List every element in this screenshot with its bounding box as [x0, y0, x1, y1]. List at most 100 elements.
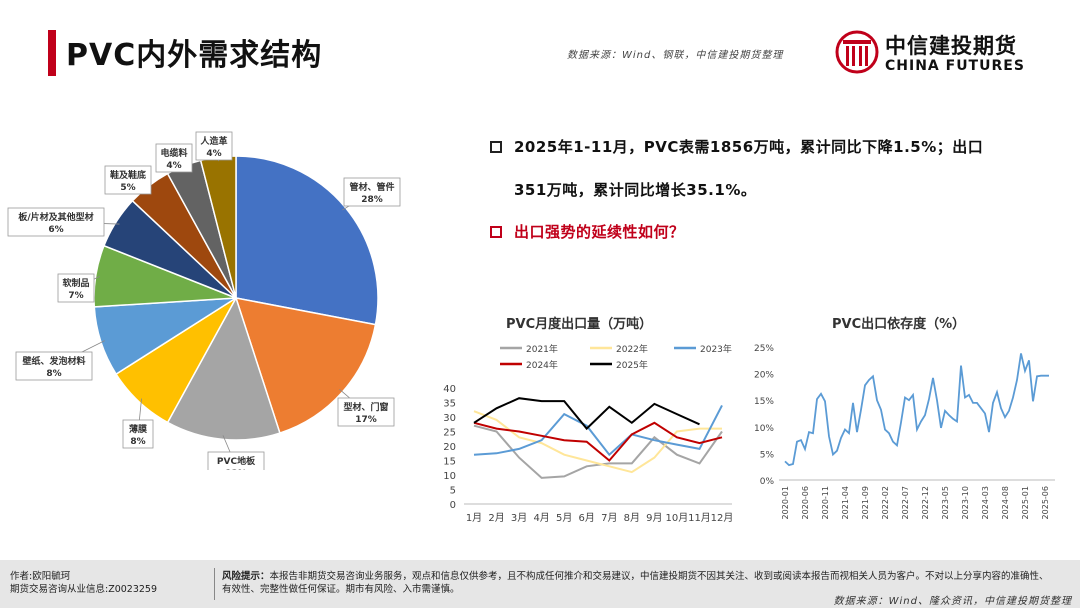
pie-label-name: 管材、管件: [349, 181, 394, 193]
pie-label-box: [122, 419, 154, 449]
x-tick-label: 2021-04: [841, 486, 850, 519]
x-tick-label: 11月: [688, 512, 711, 524]
series-line: [473, 421, 723, 462]
x-tick-label: 2022-02: [881, 486, 890, 519]
bullet-demand-export: 2025年1-11月，PVC表需1856万吨，累计同比下降1.5%；出口: [490, 136, 983, 157]
pie-label-name: 薄膜: [129, 423, 148, 435]
pie-label-name: 鞋及鞋底: [110, 169, 146, 181]
y-tick-label: 25%: [754, 344, 774, 354]
pie-label-value: 7%: [68, 291, 83, 301]
x-tick-label: 2020-06: [801, 486, 810, 519]
footer-divider: [214, 568, 215, 600]
series-line: [473, 410, 722, 474]
y-tick-label: 15%: [754, 397, 774, 407]
y-tick-label: 30: [443, 413, 456, 424]
x-tick-label: 2020-11: [821, 486, 830, 519]
x-tick-label: 2023-10: [961, 486, 970, 519]
series-line: [784, 353, 1049, 467]
x-tick-label: 6月: [579, 512, 595, 524]
x-tick-label: 2025-06: [1041, 486, 1050, 519]
x-tick-label: 2024-03: [981, 486, 990, 519]
pie-label-box: [7, 207, 105, 237]
author-name: 作者:欧阳毓珂: [10, 571, 71, 582]
company-logo: 中信建投期货 CHINA FUTURES: [835, 28, 1035, 80]
legend-label: 2023年: [700, 343, 732, 355]
x-tick-label: 3月: [511, 512, 527, 524]
source-note-top: 数据来源：Wind、钢联，中信建投期货整理: [567, 50, 784, 61]
risk-label: 风险提示：: [222, 571, 270, 582]
series-line: [473, 397, 700, 431]
y-tick-label: 20%: [754, 371, 774, 381]
pie-slice: [166, 296, 281, 441]
x-tick-label: 7月: [601, 512, 617, 524]
y-tick-label: 40: [443, 384, 456, 395]
export-dependency-chart-title: PVC出口依存度（%）: [832, 317, 966, 332]
export-volume-chart-title: PVC月度出口量（万吨）: [506, 317, 653, 332]
demand-structure-pie-chart: 管材、管件 28% 型材、门窗 17% PVC地板 13% 薄膜 8% 壁纸、发泡材料 8% 软制品…: [7, 131, 401, 470]
x-tick-label: 2021-09: [861, 486, 870, 519]
export-dependency-line-chart: 0% 5% 10% 15% 20% 25% 2020-01 2020-06 2020-11 202…: [754, 344, 1055, 519]
pie-label-name: 板/片材及其他型材: [18, 211, 93, 223]
pie-label-box: [207, 451, 265, 470]
x-tick-label: 9月: [646, 512, 662, 524]
legend-label: 2025年: [616, 359, 648, 371]
pie-label-name: 型材、门窗: [343, 401, 388, 413]
bullet-question: 出口强势的延续性如何？: [490, 221, 685, 242]
pie-label-value: 17%: [355, 415, 377, 425]
bullet-demand-export-cont: 351万吨，累计同比增长35.1%。: [514, 179, 756, 200]
pie-label-box: [104, 165, 152, 195]
series-line: [473, 424, 723, 479]
pie-label-value: 28%: [361, 195, 383, 205]
x-tick-label: 5月: [556, 512, 572, 524]
pie-label-box: [57, 273, 95, 303]
logo-name-en: CHINA FUTURES: [885, 58, 1025, 74]
risk-text: 本报告非期货交易咨询业务服务，观点和信息仅供参考，且不构成任何推介和交易建议，中…: [222, 571, 1049, 595]
y-tick-label: 35: [443, 399, 456, 410]
pie-label-box: [15, 351, 93, 381]
y-tick-label: 10%: [754, 424, 774, 434]
logo-name-cn: 中信建投期货: [885, 34, 1017, 58]
logo-emblem-icon: [835, 30, 879, 74]
x-tick-label: 1月: [466, 512, 482, 524]
pie-label-name: 壁纸、发泡材料: [22, 355, 85, 367]
legend-label: 2024年: [526, 359, 558, 371]
pie-label-value: 5%: [120, 183, 135, 193]
author-license: 期货交易咨询从业信息:Z0023259: [10, 584, 158, 595]
monthly-export-line-chart: 0 5 10 15 20 25 30 35 40 1月 2月 3月 4月 5月 6月 7月 8月 9月 10月 11月…: [443, 343, 733, 524]
author-info: 作者:欧阳毓珂 期货交易咨询从业信息:Z0023259: [10, 570, 157, 596]
x-tick-label: 2022-12: [921, 486, 930, 519]
pie-slice: [235, 155, 379, 326]
x-tick-label: 2024-08: [1001, 486, 1010, 519]
y-tick-label: 0%: [760, 477, 775, 487]
title-accent-bar: [48, 30, 56, 76]
risk-disclaimer: 风险提示：本报告非期货交易咨询业务服务，观点和信息仅供参考，且不构成任何推介和交…: [222, 570, 1052, 596]
source-note-bottom: 数据来源：Wind、隆众资讯，中信建投期货整理: [833, 596, 1072, 607]
bullet-square-icon: [490, 141, 502, 153]
x-tick-label: 2022-07: [901, 486, 910, 519]
y-tick-label: 0: [450, 500, 456, 511]
pie-label-name: PVC地板: [217, 455, 256, 467]
x-tick-label: 4月: [533, 512, 549, 524]
page-title: PVC内外需求结构: [66, 38, 323, 73]
bullet-square-icon: [490, 226, 502, 238]
legend-label: 2021年: [526, 343, 558, 355]
legend-label: 2022年: [616, 343, 648, 355]
pie-label-name: 人造革: [199, 135, 227, 147]
pie-label-name: 软制品: [62, 277, 89, 289]
x-tick-label: 2月: [488, 512, 504, 524]
pie-label-box: [195, 131, 233, 161]
bullet-text-line1: 2025年1-11月，PVC表需1856万吨，累计同比下降1.5%；出口: [514, 138, 984, 156]
pie-label-box: [155, 143, 193, 173]
y-tick-label: 5: [450, 486, 456, 497]
y-tick-label: 5%: [760, 450, 775, 460]
pie-label-box: [343, 177, 401, 207]
series-line: [473, 404, 723, 457]
pie-label-value: 8%: [46, 369, 61, 379]
pie-label-value: 4%: [206, 149, 221, 159]
pie-label-name: 电缆料: [160, 147, 187, 159]
pie-label-value: 13%: [225, 469, 247, 470]
bullet-text-line2: 351万吨，累计同比增长35.1%。: [514, 181, 757, 199]
y-tick-label: 20: [443, 442, 456, 453]
footer-bar: 作者:欧阳毓珂 期货交易咨询从业信息:Z0023259 风险提示：本报告非期货交…: [0, 560, 1080, 608]
